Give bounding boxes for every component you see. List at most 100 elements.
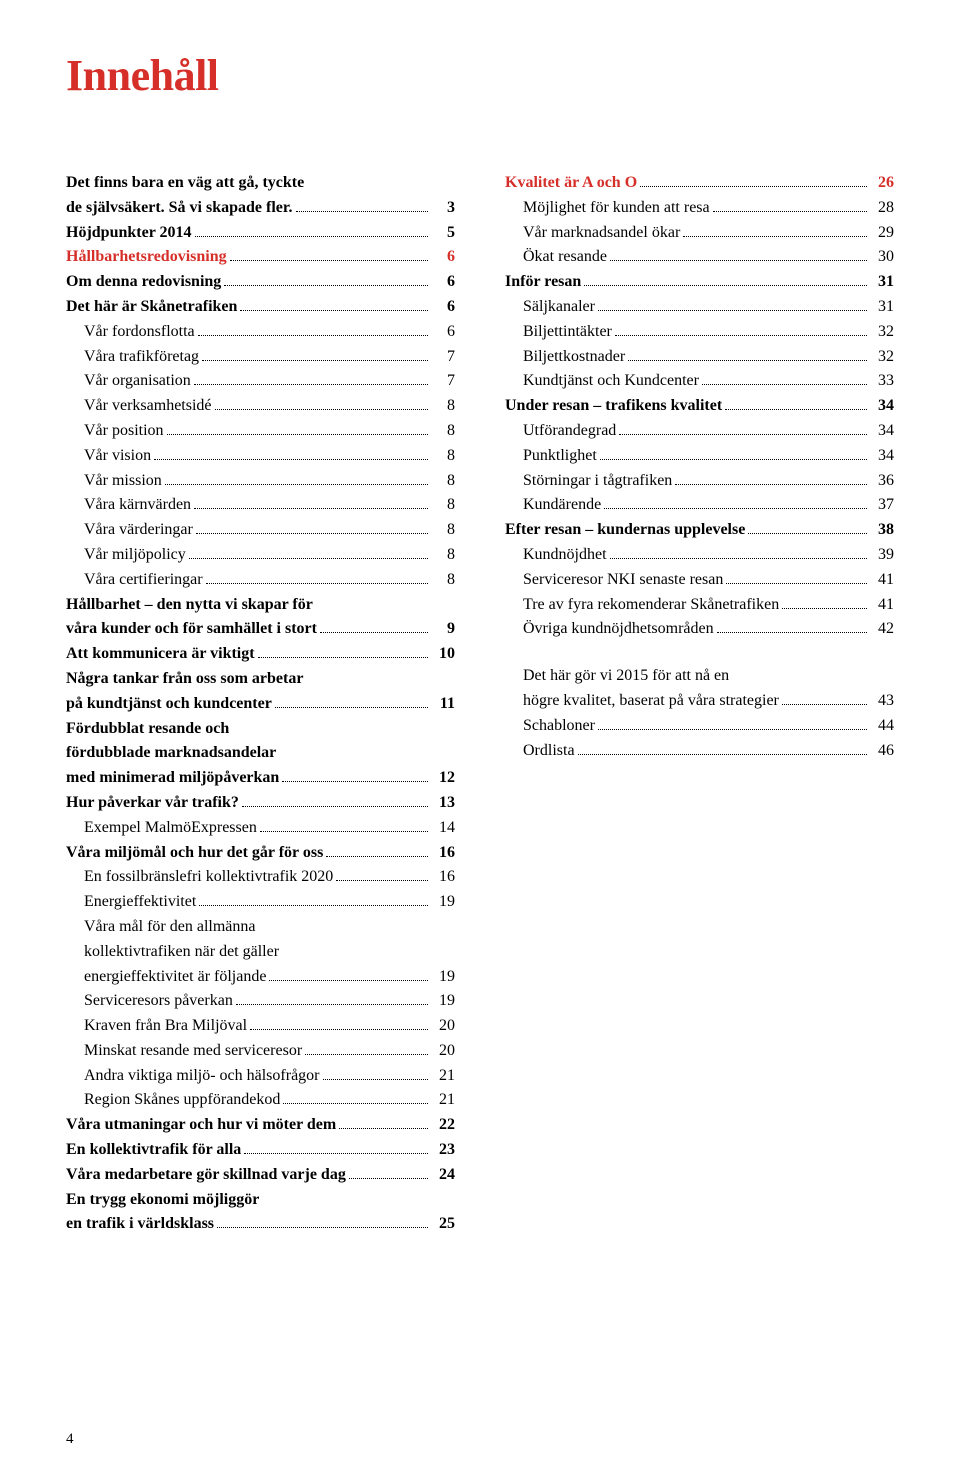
- toc-label: Ökat resande: [505, 245, 607, 270]
- toc-page-number: 5: [431, 221, 455, 246]
- toc-entry: Vår verksamhetsidé8: [66, 394, 455, 419]
- toc-leader-dots: [196, 533, 428, 534]
- toc-continuation: En trygg ekonomi möjliggör: [66, 1188, 455, 1213]
- toc-page-number: 34: [870, 419, 894, 444]
- toc-page-number: 36: [870, 469, 894, 494]
- toc-entry: Störningar i tågtrafiken36: [505, 469, 894, 494]
- toc-leader-dots: [189, 558, 428, 559]
- toc-page-number: 6: [431, 245, 455, 270]
- toc-entry: Hur påverkar vår trafik?13: [66, 791, 455, 816]
- toc-label: Våra certifieringar: [66, 568, 203, 593]
- toc-label: Biljettintäkter: [505, 320, 612, 345]
- toc-entry: Inför resan31: [505, 270, 894, 295]
- page-title: Innehåll: [66, 50, 894, 101]
- toc-leader-dots: [713, 211, 867, 212]
- toc-entry: Ordlista 46: [505, 739, 894, 764]
- toc-label: våra kunder och för samhället i stort: [66, 617, 317, 642]
- toc-leader-dots: [628, 360, 867, 361]
- toc-leader-dots: [702, 384, 867, 385]
- toc-entry: Energieffektivitet 19: [66, 890, 455, 915]
- toc-entry: En kollektivtrafik för alla 23: [66, 1138, 455, 1163]
- toc-leader-dots: [269, 980, 428, 981]
- toc-label: Vår fordonsflotta: [66, 320, 195, 345]
- toc-label: En kollektivtrafik för alla: [66, 1138, 241, 1163]
- toc-page-number: 42: [870, 617, 894, 642]
- toc-entry: en trafik i världsklass25: [66, 1212, 455, 1237]
- toc-label: En fossilbränslefri kollektivtrafik 2020: [66, 865, 333, 890]
- toc-leader-dots: [154, 459, 428, 460]
- toc-page-number: 16: [431, 841, 455, 866]
- toc-left-column: Det finns bara en väg att gå, tycktede s…: [66, 171, 455, 1237]
- toc-page-number: 8: [431, 419, 455, 444]
- toc-page-number: 20: [431, 1039, 455, 1064]
- toc-label: Ordlista: [505, 739, 575, 764]
- toc-label: Kundnöjdhet: [505, 543, 607, 568]
- toc-label: Energieffektivitet: [66, 890, 196, 915]
- toc-continuation: Våra mål för den allmänna: [66, 915, 455, 940]
- toc-leader-dots: [217, 1227, 428, 1228]
- toc-entry: Vår fordonsflotta6: [66, 320, 455, 345]
- toc-leader-dots: [748, 533, 867, 534]
- toc-page-number: 37: [870, 493, 894, 518]
- toc-leader-dots: [725, 409, 867, 410]
- toc-label: Möjlighet för kunden att resa: [505, 196, 710, 221]
- toc-continuation: Några tankar från oss som arbetar: [66, 667, 455, 692]
- toc-label: Kraven från Bra Miljöval: [66, 1014, 247, 1039]
- toc-page-number: 26: [870, 171, 894, 196]
- toc-label: Våra trafikföretag: [66, 345, 199, 370]
- toc-entry: Kraven från Bra Miljöval20: [66, 1014, 455, 1039]
- toc-page-number: 7: [431, 345, 455, 370]
- toc-label: Vår verksamhetsidé: [66, 394, 212, 419]
- toc-label: högre kvalitet, baserat på våra strategi…: [505, 689, 779, 714]
- toc-label: Biljettkostnader: [505, 345, 625, 370]
- toc-leader-dots: [250, 1029, 428, 1030]
- toc-entry: Utförandegrad 34: [505, 419, 894, 444]
- toc-label: Att kommunicera är viktigt: [66, 642, 255, 667]
- toc-leader-dots: [349, 1178, 428, 1179]
- toc-leader-dots: [604, 508, 867, 509]
- toc-page-number: 28: [870, 196, 894, 221]
- toc-entry: Möjlighet för kunden att resa 28: [505, 196, 894, 221]
- toc-entry: Biljettintäkter32: [505, 320, 894, 345]
- toc-leader-dots: [598, 310, 867, 311]
- toc-label: Utförandegrad: [505, 419, 616, 444]
- toc-leader-dots: [339, 1128, 428, 1129]
- toc-page-number: 7: [431, 369, 455, 394]
- toc-leader-dots: [296, 211, 428, 212]
- toc-leader-dots: [199, 905, 428, 906]
- toc-entry: Schabloner44: [505, 714, 894, 739]
- toc-entry: Säljkanaler31: [505, 295, 894, 320]
- toc-leader-dots: [275, 707, 428, 708]
- toc-label: Exempel MalmöExpressen: [66, 816, 257, 841]
- toc-entry: våra kunder och för samhället i stort9: [66, 617, 455, 642]
- toc-page-number: 31: [870, 295, 894, 320]
- toc-leader-dots: [320, 632, 428, 633]
- toc-page-number: 6: [431, 295, 455, 320]
- toc-label: Punktlighet: [505, 444, 597, 469]
- toc-leader-dots: [305, 1054, 428, 1055]
- toc-page-number: 19: [431, 890, 455, 915]
- toc-spacer: [505, 642, 894, 664]
- toc-entry: Vår mission8: [66, 469, 455, 494]
- toc-page-number: 24: [431, 1163, 455, 1188]
- toc-label: Tre av fyra rekomenderar Skånetrafiken: [505, 593, 779, 618]
- toc-entry: Kundnöjdhet39: [505, 543, 894, 568]
- toc-leader-dots: [206, 583, 428, 584]
- toc-entry: Vår miljöpolicy8: [66, 543, 455, 568]
- toc-page-number: 46: [870, 739, 894, 764]
- toc-page-number: 22: [431, 1113, 455, 1138]
- toc-label: på kundtjänst och kundcenter: [66, 692, 272, 717]
- toc-leader-dots: [584, 285, 867, 286]
- toc-page-number: 19: [431, 965, 455, 990]
- toc-leader-dots: [242, 806, 428, 807]
- toc-page-number: 23: [431, 1138, 455, 1163]
- toc-leader-dots: [683, 236, 867, 237]
- toc-entry: Kvalitet är A och O26: [505, 171, 894, 196]
- toc-leader-dots: [224, 285, 428, 286]
- toc-label: Det här är Skånetrafiken: [66, 295, 237, 320]
- toc-label: de självsäkert. Så vi skapade fler.: [66, 196, 293, 221]
- toc-entry: Under resan – trafikens kvalitet34: [505, 394, 894, 419]
- toc-page-number: 30: [870, 245, 894, 270]
- toc-leader-dots: [195, 236, 428, 237]
- toc-leader-dots: [598, 729, 867, 730]
